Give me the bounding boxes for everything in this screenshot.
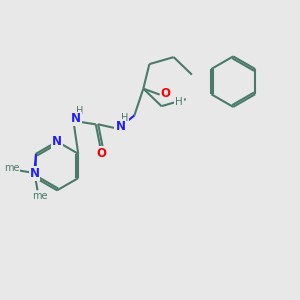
Text: me: me: [32, 191, 48, 201]
Text: H: H: [76, 106, 83, 116]
Text: O: O: [160, 87, 171, 100]
Text: N: N: [52, 135, 62, 148]
Text: H: H: [175, 97, 183, 107]
Text: N: N: [29, 167, 40, 180]
Text: me: me: [4, 163, 20, 173]
Text: H: H: [121, 113, 128, 123]
Text: N: N: [71, 112, 81, 125]
Text: N: N: [116, 120, 125, 133]
Text: O: O: [97, 147, 107, 160]
